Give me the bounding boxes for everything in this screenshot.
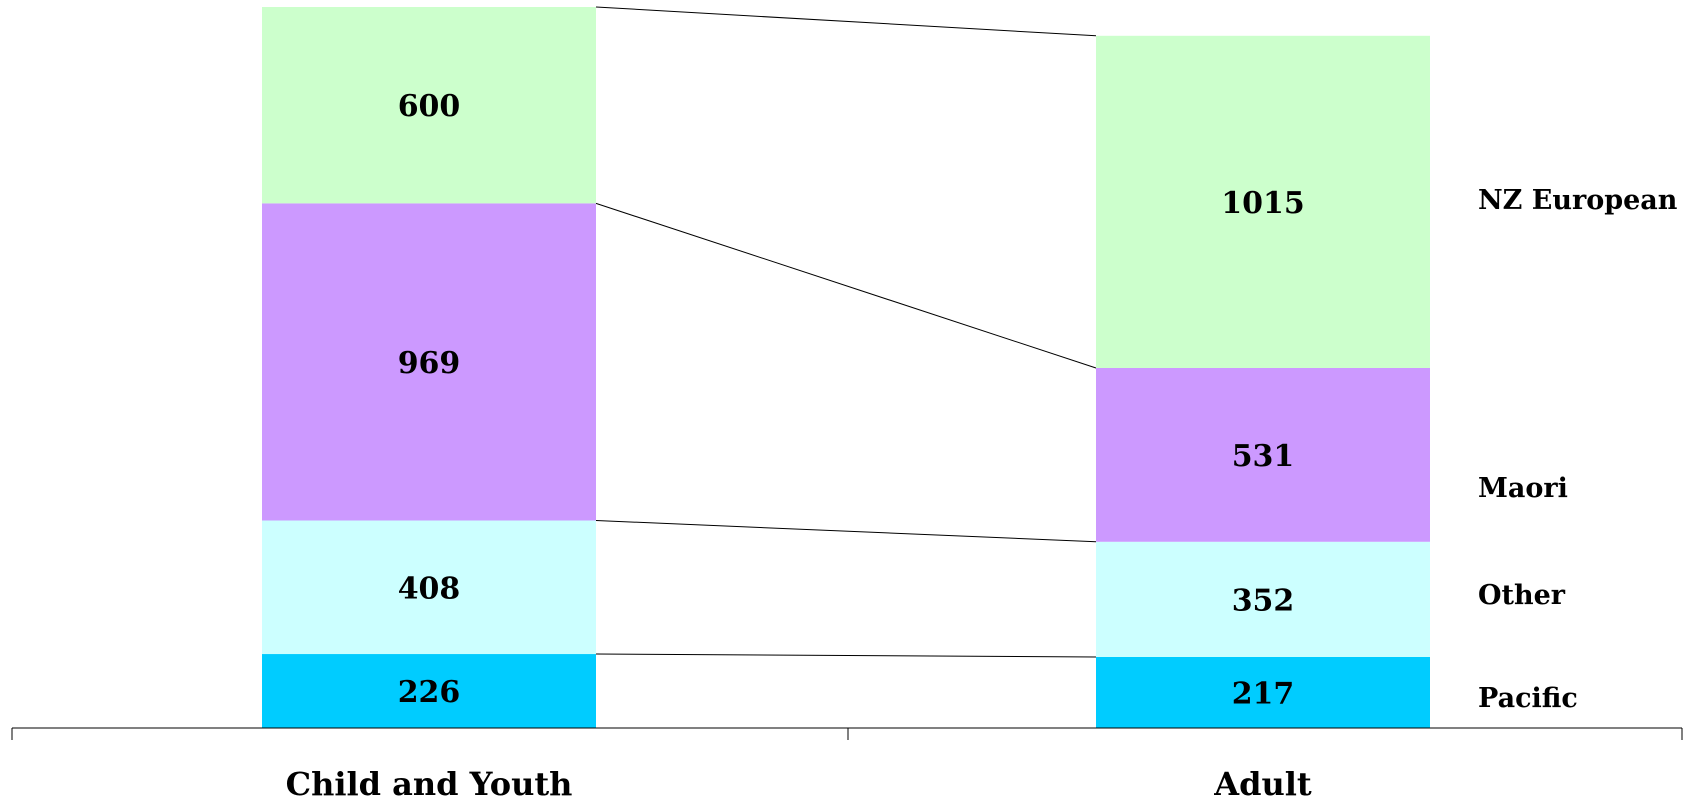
series-line-maori xyxy=(595,202,1097,369)
bar-child-and-youth-maori xyxy=(262,203,596,521)
value-label-child-and-youth-nz-european: 600 xyxy=(398,89,461,124)
value-label-child-and-youth-pacific: 226 xyxy=(398,675,461,710)
bar-child-and-youth-pacific xyxy=(262,654,596,728)
value-label-adult-other: 352 xyxy=(1232,583,1295,618)
value-label-adult-nz-european: 1015 xyxy=(1221,186,1305,221)
legend: Pacific Other Maori NZ European xyxy=(1478,185,1678,714)
legend-entry-maori: Maori xyxy=(1478,473,1568,504)
x-tick-label-adult: Adult xyxy=(1213,765,1312,802)
value-label-adult-pacific: 217 xyxy=(1232,676,1295,711)
legend-entry-nz-european: NZ European xyxy=(1478,185,1678,216)
bar-adult-other xyxy=(1096,541,1430,657)
bar-adult-nz-european xyxy=(1096,35,1430,368)
legend-entry-other: Other xyxy=(1478,580,1566,611)
value-label-child-and-youth-other: 408 xyxy=(398,571,461,606)
bar-child-and-youth-other xyxy=(262,520,596,655)
series-lines xyxy=(595,6,1097,658)
series-line-other xyxy=(595,520,1097,543)
legend-entry-pacific: Pacific xyxy=(1478,683,1578,714)
bar-adult-pacific xyxy=(1096,656,1430,728)
x-axis: Child and Youth Adult xyxy=(11,727,1683,802)
series-line-nz-european xyxy=(595,6,1097,37)
x-tick-label-child-and-youth: Child and Youth xyxy=(286,765,573,802)
bars xyxy=(262,7,1430,728)
bar-adult-maori xyxy=(1096,367,1430,542)
bar-child-and-youth-nz-european xyxy=(262,7,596,204)
series-line-pacific xyxy=(595,653,1097,658)
value-labels: 226 408 969 600 217 352 531 1015 xyxy=(398,89,1305,711)
value-label-child-and-youth-maori: 969 xyxy=(398,346,461,381)
value-label-adult-maori: 531 xyxy=(1232,439,1295,474)
